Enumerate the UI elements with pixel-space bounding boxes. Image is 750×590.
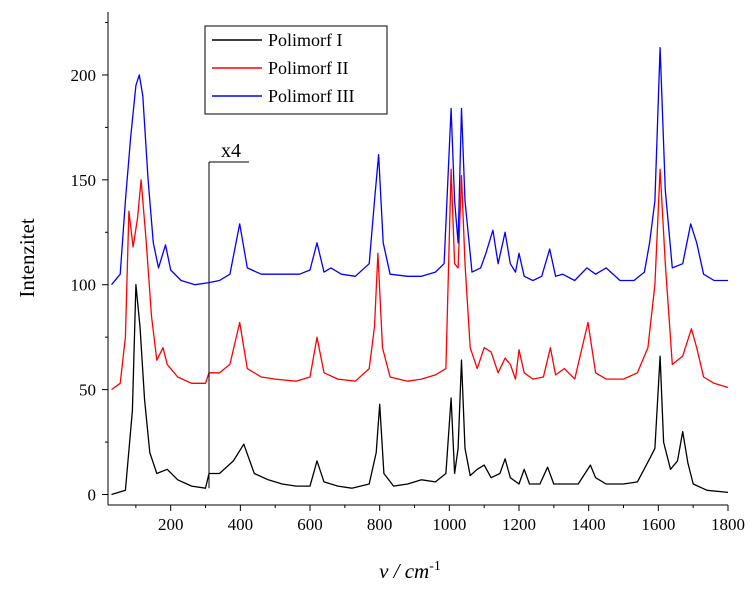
legend-label-polimorf-ii: Polimorf II	[268, 58, 349, 78]
series-line-polimorf-ii	[111, 168, 729, 391]
x4-annotation: x4	[208, 140, 250, 489]
y-tick-label: 0	[88, 486, 97, 505]
y-axis-title: Intenzitet	[15, 218, 39, 297]
x-axis-title: ν / cm-1	[379, 559, 441, 583]
x-tick-label: 1000	[432, 515, 466, 534]
series-line-polimorf-i	[111, 284, 729, 496]
x-axis-title-main: ν / cm	[379, 559, 429, 583]
y-tick-label: 200	[71, 66, 97, 85]
x-tick-label: 800	[367, 515, 393, 534]
x-tick-label: 200	[158, 515, 184, 534]
x-axis-title-exponent: -1	[429, 559, 441, 574]
x4-label: x4	[221, 140, 241, 162]
y-tick-label: 50	[79, 381, 96, 400]
legend-label-polimorf-iii: Polimorf III	[268, 86, 354, 106]
x-tick-label: 1800	[711, 515, 745, 534]
y-tick-label: 100	[71, 276, 97, 295]
x-tick-label: 1200	[502, 515, 536, 534]
x-tick-label: 400	[228, 515, 254, 534]
legend-label-polimorf-i: Polimorf I	[268, 30, 343, 50]
x-tick-label: 600	[297, 515, 323, 534]
x-tick-label: 1600	[641, 515, 675, 534]
axis-ticks: 200 400 600 800 1000 1200 1400 1600 1800 0 50 100 15…	[71, 21, 745, 534]
legend: Polimorf I Polimorf II Polimorf III	[204, 25, 388, 115]
x-tick-label: 1400	[572, 515, 606, 534]
y-tick-label: 150	[71, 171, 97, 190]
series-lines	[110, 47, 729, 496]
series-line-polimorf-iii	[110, 47, 728, 286]
axes	[107, 12, 728, 506]
